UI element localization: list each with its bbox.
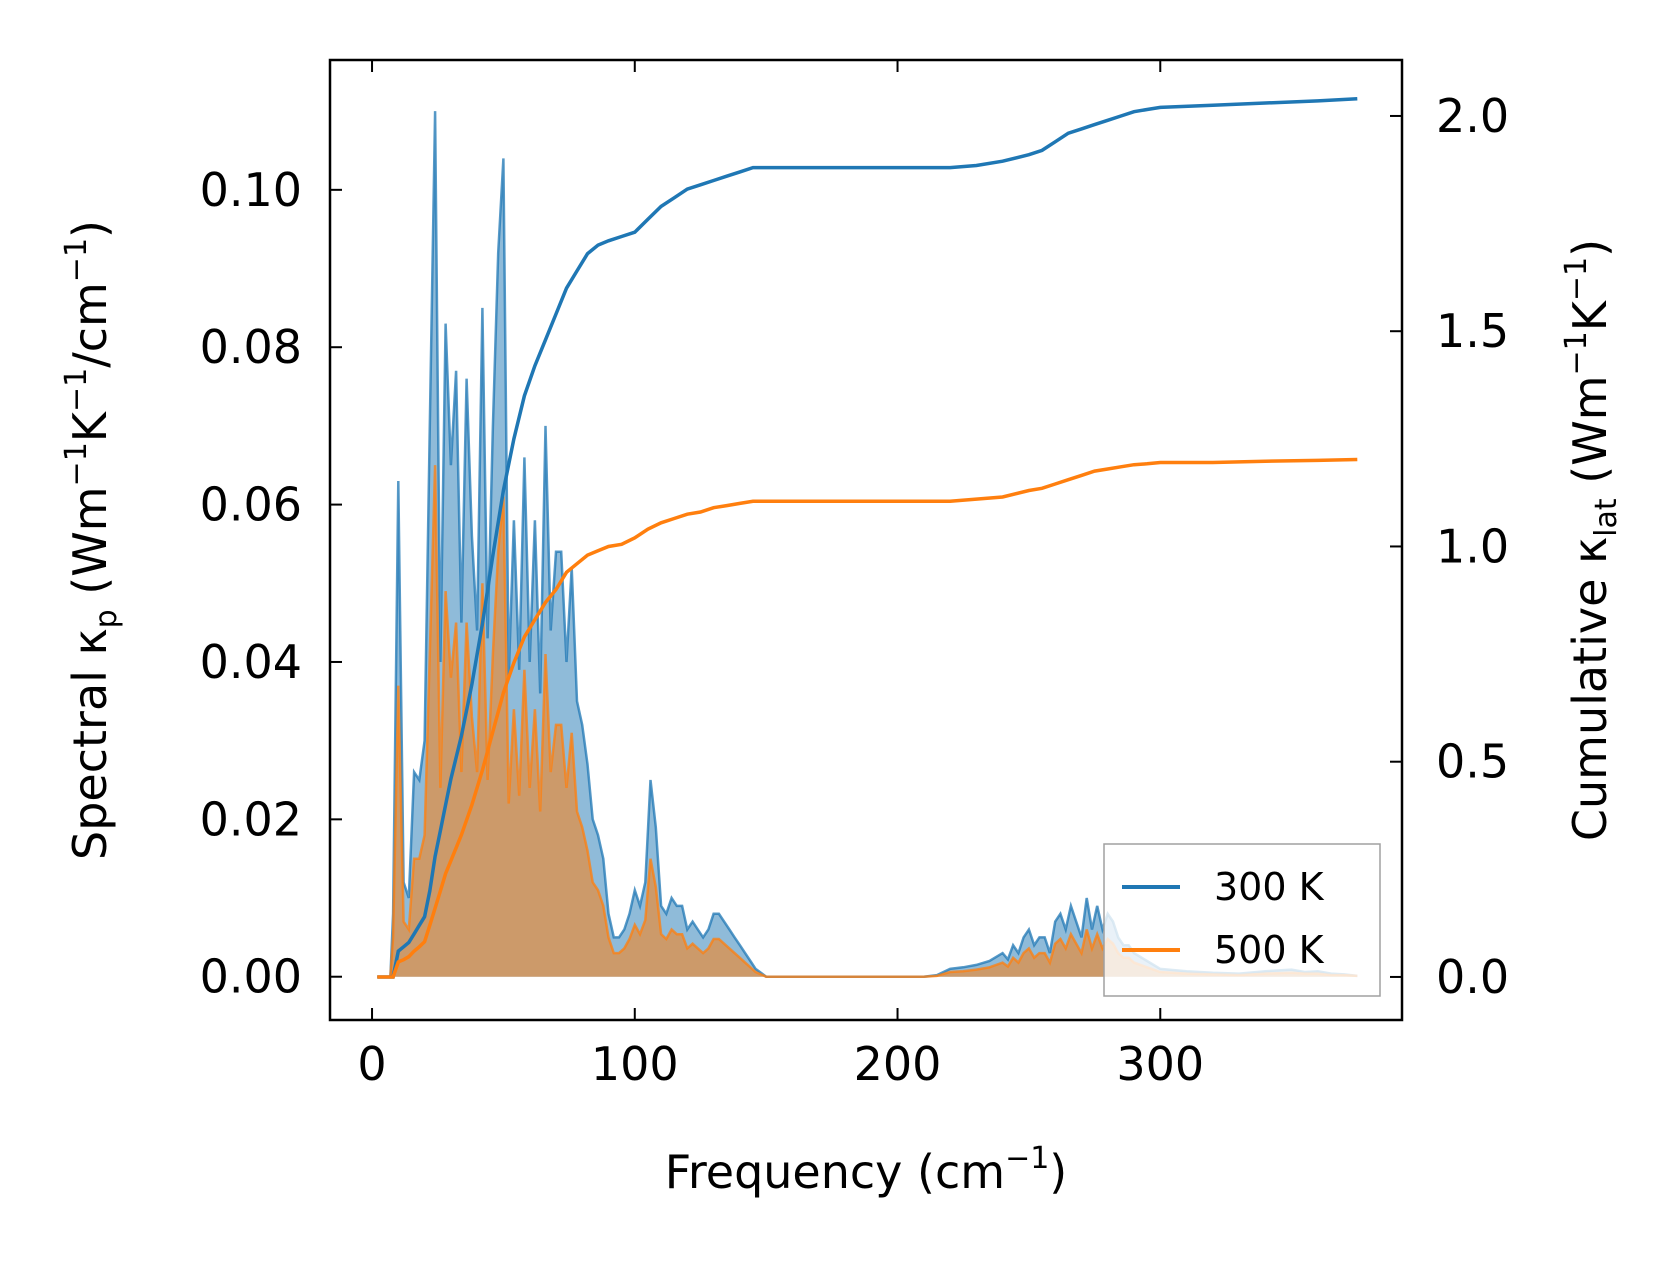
right-y-label-tail: ) xyxy=(1563,239,1617,257)
legend: 300 K 500 K xyxy=(1103,843,1381,997)
right-y-label-mid: (Wm xyxy=(1563,375,1617,498)
left-y-label-sub: p xyxy=(89,609,124,628)
legend-label-300k: 300 K xyxy=(1214,865,1325,909)
right-y-axis-label: Cumulative κlat (Wm−1K−1) xyxy=(1559,239,1624,841)
x-tick-label: 300 xyxy=(1116,1037,1204,1091)
left-y-label-sup1: −1 xyxy=(59,442,94,486)
x-tick-label: 0 xyxy=(357,1037,386,1091)
y-left-tick-label: 0.00 xyxy=(200,950,302,1004)
cumulative-line-300k xyxy=(377,96,1358,979)
spectral-fill-500k xyxy=(377,465,1358,977)
y-right-tick-label: 0.5 xyxy=(1436,735,1509,789)
y-left-tick-label: 0.06 xyxy=(200,478,302,532)
series-lines xyxy=(377,96,1358,979)
y-right-tick-label: 1.5 xyxy=(1436,304,1509,358)
y-left-tick-label: 0.04 xyxy=(200,635,302,689)
left-y-label-sup2: −1 xyxy=(59,368,94,412)
right-y-label-sup2: −1 xyxy=(1559,257,1594,301)
y-left-tick-label: 0.08 xyxy=(200,320,302,374)
y-right-tick-label: 2.0 xyxy=(1436,89,1509,143)
x-axis-label-main: Frequency (cm xyxy=(665,1145,1005,1199)
left-y-axis-label: Spectral κp (Wm−1K−1/cm−1) xyxy=(59,220,124,860)
left-y-label-mid: (Wm xyxy=(63,486,117,609)
left-y-label-pre: Spectral κ xyxy=(63,628,117,860)
left-y-label-slash: /cm xyxy=(63,282,117,368)
left-y-label-tail: ) xyxy=(63,220,117,238)
y-right-tick-label: 0.0 xyxy=(1436,950,1509,1004)
y-left-tick-label: 0.10 xyxy=(200,163,302,217)
left-y-label-sup3: −1 xyxy=(59,238,94,282)
right-y-label-sub: lat xyxy=(1589,498,1624,537)
spectral-line-300k xyxy=(377,111,1358,978)
x-axis-label: Frequency (cm−1) xyxy=(665,1141,1068,1199)
x-tick-label: 200 xyxy=(854,1037,942,1091)
axis-ticks: 0 100 200 300 0.00 0.02 0.04 0.06 0.08 0.10 0.0 0.5… xyxy=(200,60,1509,1091)
right-y-label-k: K xyxy=(1563,299,1617,331)
x-axis-label-sup: −1 xyxy=(1005,1141,1049,1176)
y-right-tick-label: 1.0 xyxy=(1436,519,1509,573)
right-y-label-sup1: −1 xyxy=(1559,331,1594,375)
x-axis-label-tail: ) xyxy=(1049,1145,1067,1199)
legend-label-500k: 500 K xyxy=(1214,928,1325,972)
cumulative-line-500k xyxy=(377,457,1358,979)
left-y-label-k: K xyxy=(63,410,117,442)
right-y-label-pre: Cumulative κ xyxy=(1563,537,1617,841)
plot-frame xyxy=(328,58,1404,1022)
y-left-tick-label: 0.02 xyxy=(200,792,302,846)
x-tick-label: 100 xyxy=(591,1037,679,1091)
legend-box xyxy=(1103,843,1381,997)
